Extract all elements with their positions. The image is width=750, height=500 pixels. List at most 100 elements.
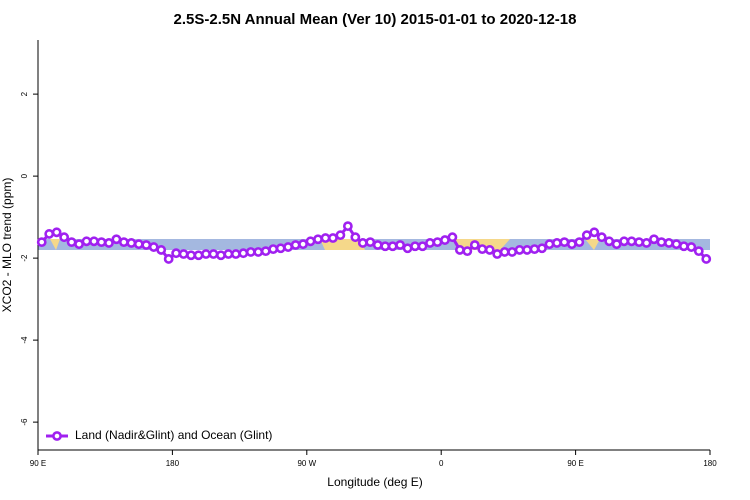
data-point xyxy=(96,237,107,248)
data-point xyxy=(581,230,592,241)
y-tick-label: 0 xyxy=(20,173,29,178)
data-point xyxy=(552,238,562,248)
data-point xyxy=(574,237,585,248)
data-point xyxy=(671,239,682,250)
data-point xyxy=(126,238,137,248)
data-point xyxy=(59,232,70,243)
data-point xyxy=(529,244,540,254)
data-point xyxy=(417,241,428,252)
legend-label: Land (Nadir&Glint) and Ocean (Glint) xyxy=(75,428,272,442)
data-point xyxy=(537,243,547,254)
data-point xyxy=(454,245,465,255)
data-point xyxy=(342,221,353,232)
data-point xyxy=(626,236,637,247)
data-point xyxy=(66,237,77,248)
data-point xyxy=(641,238,652,248)
y-axis-label: XCO2 - MLO trend (ppm) xyxy=(0,178,14,313)
data-point xyxy=(402,243,413,254)
data-point xyxy=(619,236,630,247)
data-point xyxy=(260,246,271,257)
data-point xyxy=(559,237,570,248)
data-point xyxy=(425,238,435,248)
data-point xyxy=(566,239,577,250)
data-point xyxy=(589,227,600,238)
data-point xyxy=(51,227,62,238)
data-point xyxy=(118,237,129,248)
y-tick-label: 2 xyxy=(20,91,29,96)
data-point xyxy=(484,245,495,255)
x-axis-label: Longitude (deg E) xyxy=(327,475,422,489)
data-point xyxy=(634,237,644,248)
data-point xyxy=(387,241,398,252)
data-point xyxy=(201,249,211,259)
data-point xyxy=(104,238,114,248)
data-point xyxy=(253,247,264,257)
data-point xyxy=(544,239,555,250)
data-point xyxy=(462,246,473,257)
data-point xyxy=(320,233,331,243)
x-tick-label: 180 xyxy=(166,459,180,468)
data-point xyxy=(230,249,241,259)
data-point xyxy=(432,237,443,248)
y-tick-label: -4 xyxy=(20,336,29,344)
x-tick-label: 90 E xyxy=(30,459,46,468)
data-point xyxy=(693,246,704,257)
data-point xyxy=(477,244,488,254)
data-point xyxy=(357,238,368,248)
data-point xyxy=(208,249,219,259)
data-point xyxy=(74,239,84,250)
data-point xyxy=(245,247,256,257)
y-tick-label: -6 xyxy=(20,418,29,426)
data-point xyxy=(522,245,532,255)
data-point xyxy=(163,254,174,264)
data-point xyxy=(335,230,346,241)
data-point xyxy=(36,237,47,248)
data-point xyxy=(223,249,234,259)
data-point xyxy=(678,241,689,252)
data-point xyxy=(499,247,510,257)
data-point xyxy=(305,236,316,247)
data-point xyxy=(186,250,196,261)
data-point xyxy=(298,239,308,250)
x-tick-label: 90 E xyxy=(567,459,583,468)
data-point xyxy=(469,240,480,250)
data-point xyxy=(604,236,615,247)
data-point xyxy=(313,234,323,245)
data-point xyxy=(380,241,391,252)
data-point xyxy=(611,239,622,250)
data-point xyxy=(701,254,712,264)
data-point xyxy=(507,247,518,257)
x-tick-label: 0 xyxy=(439,459,444,468)
data-point xyxy=(148,242,159,252)
data-point xyxy=(686,242,697,252)
data-point xyxy=(283,242,294,252)
data-point xyxy=(328,233,338,243)
data-point xyxy=(111,234,122,245)
x-tick-label: 180 xyxy=(703,459,717,468)
data-point xyxy=(447,232,458,243)
data-point xyxy=(410,241,420,252)
data-point xyxy=(81,236,92,247)
data-point xyxy=(216,250,226,261)
data-point xyxy=(268,244,279,254)
data-point xyxy=(365,237,376,248)
data-point xyxy=(178,249,189,259)
data-point xyxy=(664,238,674,248)
data-point xyxy=(44,229,55,239)
data-point xyxy=(275,243,286,254)
data-point xyxy=(656,237,667,248)
data-point xyxy=(141,240,152,250)
data-point xyxy=(193,250,204,261)
chart-title: 2.5S-2.5N Annual Mean (Ver 10) 2015-01-0… xyxy=(174,11,577,28)
data-point xyxy=(372,240,383,250)
data-point xyxy=(649,234,659,245)
data-point xyxy=(133,239,144,250)
data-point xyxy=(89,236,99,247)
legend-marker xyxy=(52,431,62,441)
data-point xyxy=(350,232,361,243)
y-tick-label: -2 xyxy=(20,254,29,262)
data-point xyxy=(156,245,167,255)
data-point xyxy=(395,240,406,250)
x-tick-label: 90 W xyxy=(297,459,316,468)
